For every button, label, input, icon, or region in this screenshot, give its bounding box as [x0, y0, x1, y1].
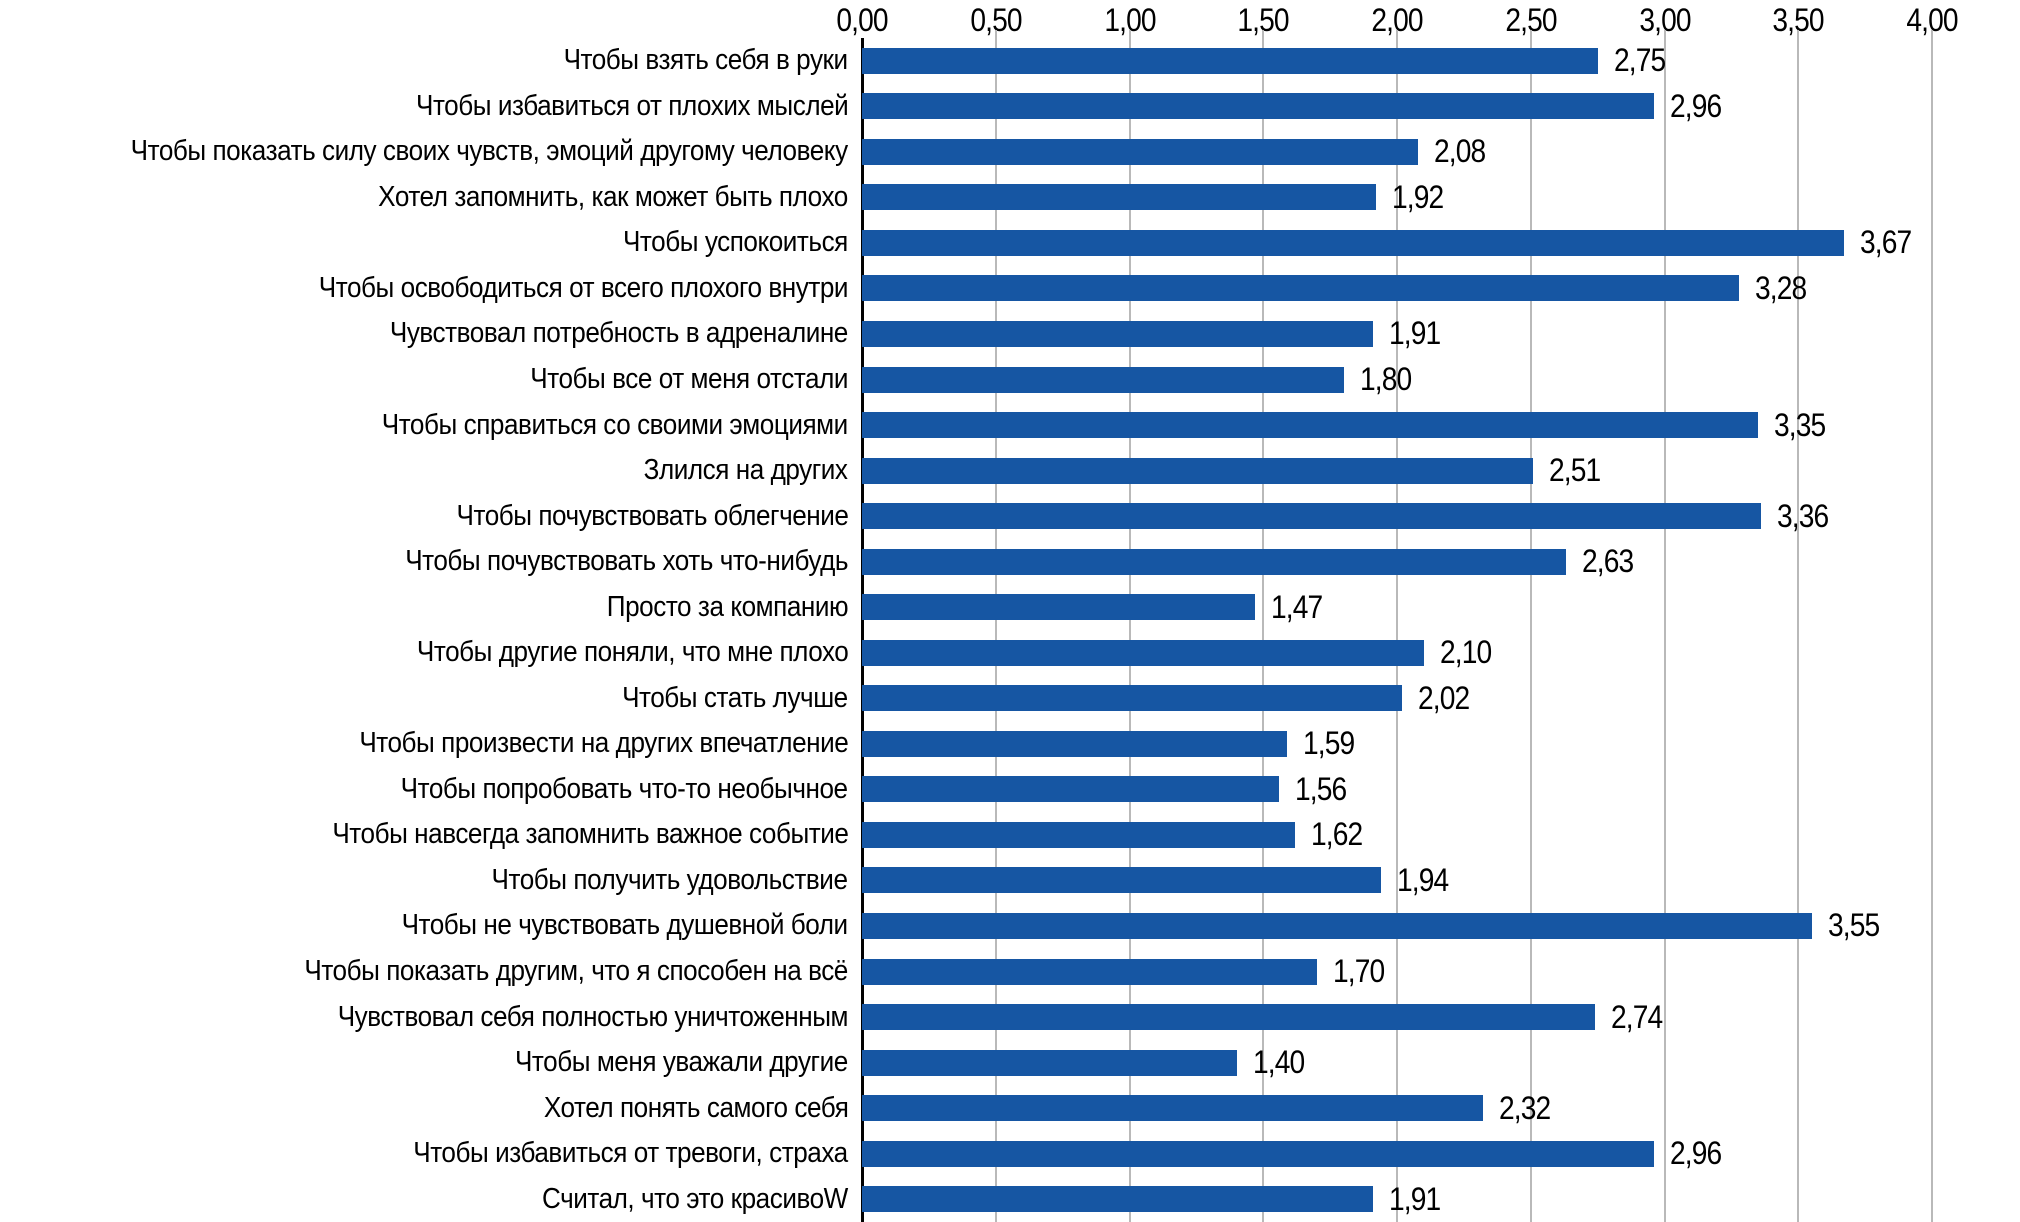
category-axis-line [861, 38, 864, 1222]
value-label: 3,55 [1827, 907, 1880, 944]
bar [862, 229, 1844, 256]
category-label: Чтобы стать лучше [622, 681, 848, 714]
value-label: 1,59 [1303, 725, 1355, 762]
value-label: 2,63 [1581, 543, 1634, 580]
value-label: 1,92 [1391, 178, 1444, 215]
category-label: Чтобы почувствовать облегчение [456, 499, 848, 532]
category-label: Чтобы почувствовать хоть что-нибудь [405, 545, 848, 578]
category-label: Чтобы показать силу своих чувств, эмоций… [130, 135, 848, 168]
category-label: Хотел понять самого себя [543, 1091, 848, 1124]
category-label: Чтобы не чувствовать душевной боли [401, 909, 849, 942]
value-label: 2,51 [1549, 452, 1601, 489]
value-label: 2,10 [1439, 634, 1492, 671]
bar [862, 457, 1534, 484]
bar [862, 93, 1654, 120]
category-label: Чувствовал потребность в адреналине [389, 317, 848, 350]
category-label: Чтобы взять себя в руки [563, 44, 849, 77]
bar [862, 138, 1419, 165]
bar [862, 366, 1344, 393]
category-label: Чтобы справиться со своими эмоциями [381, 408, 848, 441]
bar [862, 184, 1376, 211]
category-label: Чтобы произвести на других впечатление [359, 727, 848, 760]
bar [862, 685, 1403, 712]
gridline [1931, 30, 1933, 1222]
value-label: 1,91 [1388, 315, 1441, 352]
category-label: Просто за компанию [606, 590, 849, 623]
gridline [1529, 30, 1532, 1222]
gridline [1663, 30, 1666, 1222]
value-label: 3,35 [1774, 406, 1826, 443]
value-label: 1,62 [1311, 816, 1363, 853]
bar [862, 548, 1566, 575]
value-label: 3,36 [1776, 497, 1829, 534]
value-label: 1,70 [1332, 953, 1385, 990]
value-label: 2,75 [1613, 42, 1666, 79]
bar [862, 730, 1288, 757]
gridline [1396, 30, 1398, 1222]
bar [862, 594, 1256, 621]
value-label: 1,94 [1396, 861, 1449, 898]
gridline [1262, 30, 1265, 1222]
bar [862, 1186, 1373, 1213]
category-label: Чувствовал себя полностью уничтоженным [337, 1000, 849, 1033]
value-label: 2,32 [1498, 1089, 1551, 1126]
x-axis-tick-label: 0,00 [836, 2, 888, 38]
bar [862, 275, 1740, 302]
gridline [1797, 30, 1800, 1222]
value-label: 2,96 [1669, 87, 1722, 124]
category-label: Чтобы другие поняли, что мне плохо [416, 636, 849, 669]
category-label: Считал, что это красивоW [542, 1182, 848, 1215]
gridline [1128, 30, 1131, 1222]
bar [862, 867, 1381, 894]
bar [862, 47, 1598, 74]
bar [862, 776, 1280, 803]
bar [862, 1049, 1237, 1076]
category-label: Чтобы меня уважали другие [515, 1046, 848, 1079]
category-label: Чтобы все от меня отстали [530, 363, 848, 396]
value-label: 3,28 [1755, 269, 1807, 306]
category-label: Злился на других [644, 454, 848, 487]
bar [862, 321, 1373, 347]
value-label: 3,67 [1859, 224, 1912, 261]
bar [862, 1140, 1654, 1167]
value-label: 1,56 [1295, 770, 1347, 807]
bar [862, 913, 1812, 939]
value-label: 2,96 [1669, 1135, 1722, 1172]
category-label: Чтобы навсегда запомнить важное событие [331, 818, 849, 851]
bar [862, 821, 1296, 848]
bar [862, 1004, 1595, 1031]
category-label: Чтобы избавиться от плохих мыслей [415, 89, 849, 122]
bar [862, 503, 1761, 530]
category-label: Чтобы успокоиться [623, 226, 848, 259]
bar [862, 412, 1759, 439]
value-label: 2,02 [1418, 679, 1470, 716]
value-label: 2,08 [1434, 133, 1486, 170]
value-label: 1,40 [1252, 1044, 1305, 1081]
bar [862, 958, 1317, 985]
category-label: Чтобы попробовать что-то необычное [401, 772, 848, 805]
category-label: Чтобы освободиться от всего плохого внут… [318, 271, 849, 304]
category-label: Хотел запомнить, как может быть плохо [378, 180, 848, 213]
category-label: Чтобы избавиться от тревоги, страха [413, 1137, 849, 1170]
bar [862, 639, 1424, 666]
value-label: 1,91 [1388, 1180, 1441, 1217]
value-label: 2,74 [1610, 998, 1663, 1035]
category-label: Чтобы показать другим, что я способен на… [304, 955, 849, 988]
value-label: 1,47 [1271, 588, 1323, 625]
value-label: 1,80 [1359, 361, 1412, 398]
category-label: Чтобы получить удовольствие [492, 863, 848, 896]
bar [862, 1095, 1483, 1122]
gridline [994, 30, 997, 1222]
